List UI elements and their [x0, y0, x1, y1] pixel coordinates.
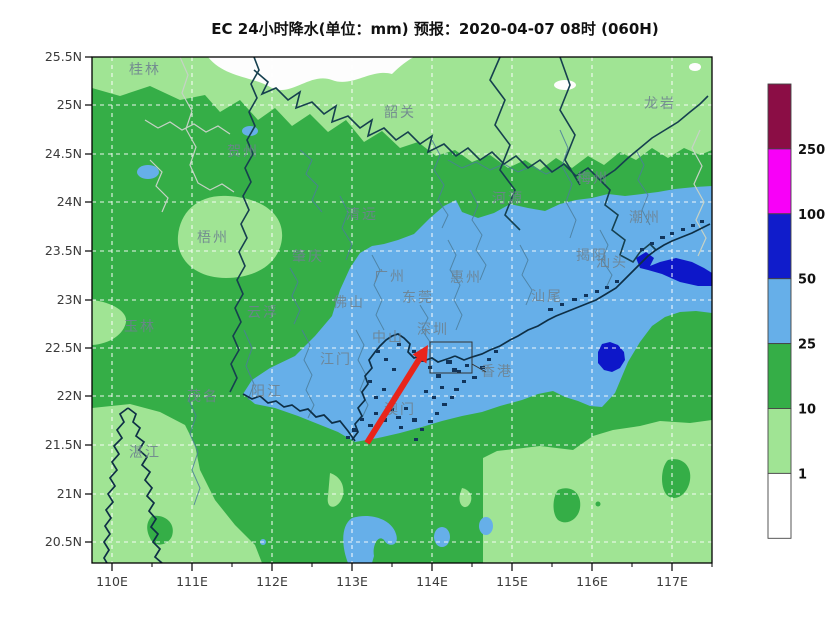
rain-region-light-green-patch: [177, 195, 283, 278]
lat-tick-label: 24.5N: [45, 146, 82, 161]
city-label-dongguan: 东莞: [402, 290, 434, 306]
red-arrow: [364, 345, 428, 445]
lon-tick-label: 110E: [96, 574, 128, 589]
legend-value-label: 10: [798, 403, 816, 418]
city-label-longyan: 龙岩: [644, 96, 676, 112]
lat-tick-label: 22N: [57, 388, 82, 403]
rain-region-light-green-patch: [459, 488, 472, 508]
city-label-huizhou: 惠州: [450, 270, 482, 286]
rain-region-light-green-patch: [327, 473, 344, 507]
city-label-zhongshan: 中山: [372, 330, 404, 346]
rain-region-light-blue-patch: [343, 515, 397, 563]
lat-tick-label: 23.5N: [45, 243, 82, 258]
city-label-hezhou: 贺州: [227, 144, 259, 160]
map-title: EC 24小时降水(单位：mm) 预报：2020-04-07 08时 (060H…: [211, 20, 658, 38]
axis-lon-ticks: 110E 111E 112E 113E 114E 115E 116E 117E: [96, 563, 713, 589]
lat-tick-label: 25.5N: [45, 49, 82, 64]
rain-region-white-band: [208, 57, 414, 90]
rain-region-light-blue-patch: [479, 517, 493, 535]
lat-tick-label: 20.5N: [45, 534, 82, 549]
city-label-guangzhou: 广州: [374, 269, 406, 285]
city-label-meizhou: 梅州: [577, 171, 609, 187]
city-label-heyuan: 河源: [492, 191, 524, 207]
legend-segment-above-250: [767, 83, 792, 150]
legend-value-label: 50: [798, 273, 816, 288]
legend-labels: 250 100 50 25 10 1: [798, 143, 825, 483]
rain-region-dark-green-patch: [553, 488, 581, 523]
rain-region-dark-green-patch: [662, 459, 691, 499]
lon-tick-label: 116E: [576, 574, 608, 589]
legend-segment-10-25: [767, 343, 792, 409]
lon-tick-label: 114E: [416, 574, 448, 589]
legend-value-label: 1: [798, 467, 807, 482]
hongkong-box: [429, 341, 473, 374]
faded-borders: [144, 57, 707, 257]
legend-value-label: 100: [798, 208, 825, 223]
rain-region-light-blue-patch: [434, 527, 450, 547]
legend-segment-25-50: [767, 278, 792, 345]
lat-tick-label: 21N: [57, 486, 82, 501]
lon-tick-label: 115E: [496, 574, 528, 589]
legend-segment-1-10: [767, 408, 792, 474]
city-label-yunfu: 云浮: [247, 305, 279, 321]
city-label-zhanjiang: 湛江: [129, 445, 161, 461]
legend-value-label: 25: [798, 338, 816, 353]
legend-segment-100-250: [767, 148, 792, 215]
city-label-qingyuan: 清远: [346, 207, 378, 223]
plot-border: [91, 56, 713, 564]
rain-region-light-blue: [243, 186, 712, 442]
city-label-wuzhou: 梧州: [197, 230, 229, 246]
lon-tick-label: 117E: [656, 574, 688, 589]
city-label-maoming: 茂名: [187, 388, 219, 405]
city-label-jiangmen: 江门: [320, 352, 352, 368]
city-label-chaozhou: 潮州: [629, 210, 661, 226]
lon-tick-label: 111E: [176, 574, 208, 589]
city-label-shaoguan: 韶关: [384, 105, 416, 121]
city-label-shantou: 汕头: [596, 255, 628, 271]
lon-tick-label: 113E: [336, 574, 368, 589]
rain-region-white-patch: [689, 63, 701, 71]
axis-lat-ticks: 25.5N 25N 24.5N 24N 23.5N 23N 22.5N 22N 21.5N 21N…: [45, 49, 92, 549]
city-label-guilin: 桂林: [129, 62, 161, 78]
rain-region-light-blue-patch: [137, 165, 159, 179]
city-label-shanwei: 汕尾: [531, 289, 563, 305]
legend-segment-below-1: [767, 472, 792, 539]
rain-region-white-patch: [554, 80, 576, 90]
city-label-shenzhen: 深圳: [417, 322, 449, 338]
legend-colorbar: [767, 83, 792, 539]
lat-tick-label: 23N: [57, 292, 82, 307]
city-label-jieyang: 揭阳: [576, 248, 608, 264]
lat-tick-label: 21.5N: [45, 437, 82, 452]
city-label-zhaoqing: 肇庆: [292, 249, 324, 265]
lat-tick-label: 22.5N: [45, 340, 82, 355]
lat-tick-label: 24N: [57, 194, 82, 209]
legend-segment-50-100: [767, 213, 792, 280]
rain-region-dark-blue-sea: [598, 342, 625, 372]
rain-region-light-green-patch: [92, 300, 127, 345]
lon-tick-label: 112E: [256, 574, 288, 589]
lat-tick-label: 25N: [57, 97, 82, 112]
city-label-foshan: 佛山: [333, 295, 365, 311]
city-label-yangjiang: 阳江: [251, 384, 283, 400]
hongkong-callout-line: [471, 363, 487, 373]
city-label-yulin: 玉林: [124, 319, 156, 335]
legend-value-label: 250: [798, 143, 825, 158]
rain-region-dark-green-patch: [595, 501, 601, 507]
rain-region-dark-blue-shantou: [636, 252, 712, 286]
city-label-hongkong: 香港: [481, 364, 513, 380]
